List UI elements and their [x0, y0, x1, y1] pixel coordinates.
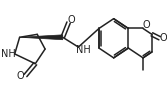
Polygon shape [20, 35, 63, 40]
Text: NH: NH [2, 49, 16, 59]
Text: O: O [142, 20, 150, 30]
Text: O: O [160, 33, 167, 43]
Text: O: O [17, 72, 24, 81]
Text: NH: NH [76, 45, 91, 55]
Text: O: O [68, 15, 75, 25]
